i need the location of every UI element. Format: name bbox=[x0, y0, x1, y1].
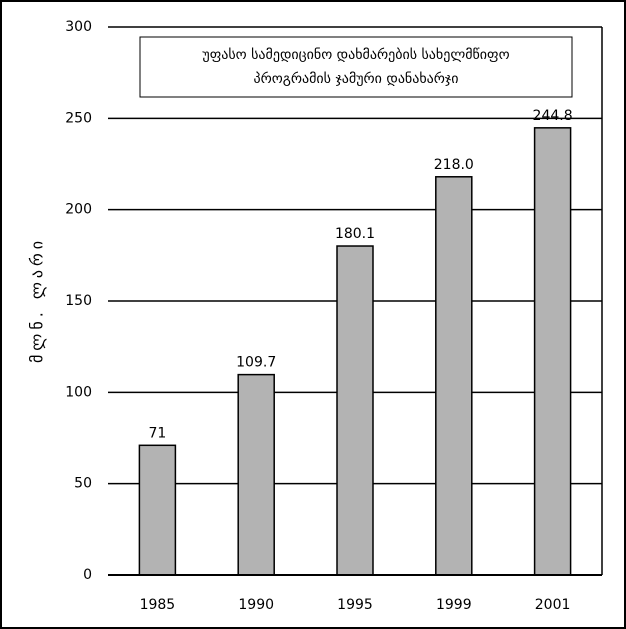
value-label: 71 bbox=[148, 425, 166, 441]
y-tick-label: 200 bbox=[65, 202, 92, 218]
y-tick-label: 250 bbox=[65, 110, 92, 126]
y-tick-label: 300 bbox=[65, 19, 92, 35]
chart-title: უფასო სამედიცინო დახმარების სახელმწიფო bbox=[202, 46, 509, 63]
x-tick-label: 1990 bbox=[238, 597, 274, 613]
value-label: 218.0 bbox=[434, 157, 474, 173]
x-tick-label: 2001 bbox=[535, 597, 571, 613]
bar bbox=[138, 444, 177, 576]
y-tick-label: 150 bbox=[65, 293, 92, 309]
y-tick-label: 0 bbox=[83, 567, 92, 583]
chart-title: პროგრამის ჯამური დანახარჯი bbox=[253, 70, 458, 87]
title-box bbox=[139, 36, 573, 98]
bar bbox=[533, 127, 572, 576]
y-axis-label: მლნ. ლარი bbox=[28, 237, 47, 363]
value-label: 244.8 bbox=[533, 108, 573, 124]
bar bbox=[435, 176, 473, 576]
bar bbox=[336, 245, 374, 576]
y-tick-label: 50 bbox=[74, 476, 92, 492]
value-label: 109.7 bbox=[236, 355, 276, 371]
x-tick-label: 1985 bbox=[140, 597, 176, 613]
value-label: 180.1 bbox=[335, 226, 375, 242]
x-tick-label: 1995 bbox=[337, 597, 373, 613]
bar bbox=[237, 373, 275, 576]
y-tick-label: 100 bbox=[65, 384, 92, 400]
x-tick-label: 1999 bbox=[436, 597, 472, 613]
